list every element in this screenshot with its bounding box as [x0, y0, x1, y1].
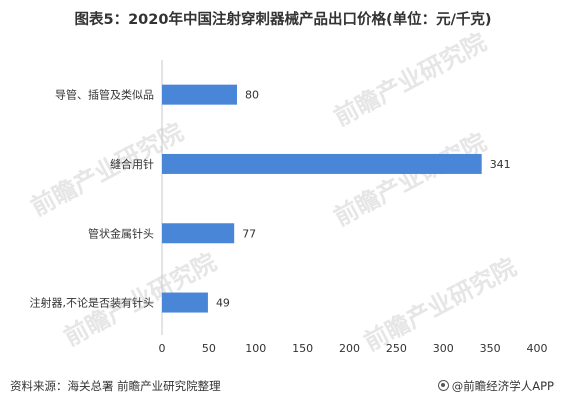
chart-title: 图表5：2020年中国注射穿刺器械产品出口价格(单位：元/千克) — [74, 12, 492, 28]
brand-label: @前瞻经济学人APP — [451, 379, 554, 393]
x-tick-label: 200 — [339, 342, 360, 355]
x-tick-label: 100 — [245, 342, 266, 355]
category-label: 注射器,不论是否装有针头 — [30, 296, 155, 310]
bar — [162, 84, 237, 105]
data-label: 341 — [490, 158, 511, 171]
x-tick-label: 50 — [202, 342, 216, 355]
data-label: 77 — [242, 227, 256, 240]
data-label: 49 — [216, 297, 230, 310]
category-label: 管状金属针头 — [88, 226, 154, 240]
x-tick-label: 0 — [159, 342, 166, 355]
x-tick-label: 250 — [386, 342, 407, 355]
x-tick-label: 350 — [480, 342, 501, 355]
category-label: 缝合用针 — [110, 157, 154, 171]
source-note: 资料来源：海关总署 前瞻产业研究院整理 — [10, 379, 221, 393]
brand-credit: @前瞻经济学人APP — [437, 378, 554, 394]
bar — [162, 153, 482, 174]
x-tick-label: 400 — [527, 342, 548, 355]
category-label: 导管、插管及类似品 — [55, 88, 154, 102]
bar — [162, 223, 235, 244]
brand-logo-icon — [437, 380, 449, 391]
data-label: 80 — [245, 89, 259, 102]
x-tick-label: 150 — [292, 342, 313, 355]
x-tick-label: 300 — [433, 342, 454, 355]
bar — [162, 292, 208, 313]
